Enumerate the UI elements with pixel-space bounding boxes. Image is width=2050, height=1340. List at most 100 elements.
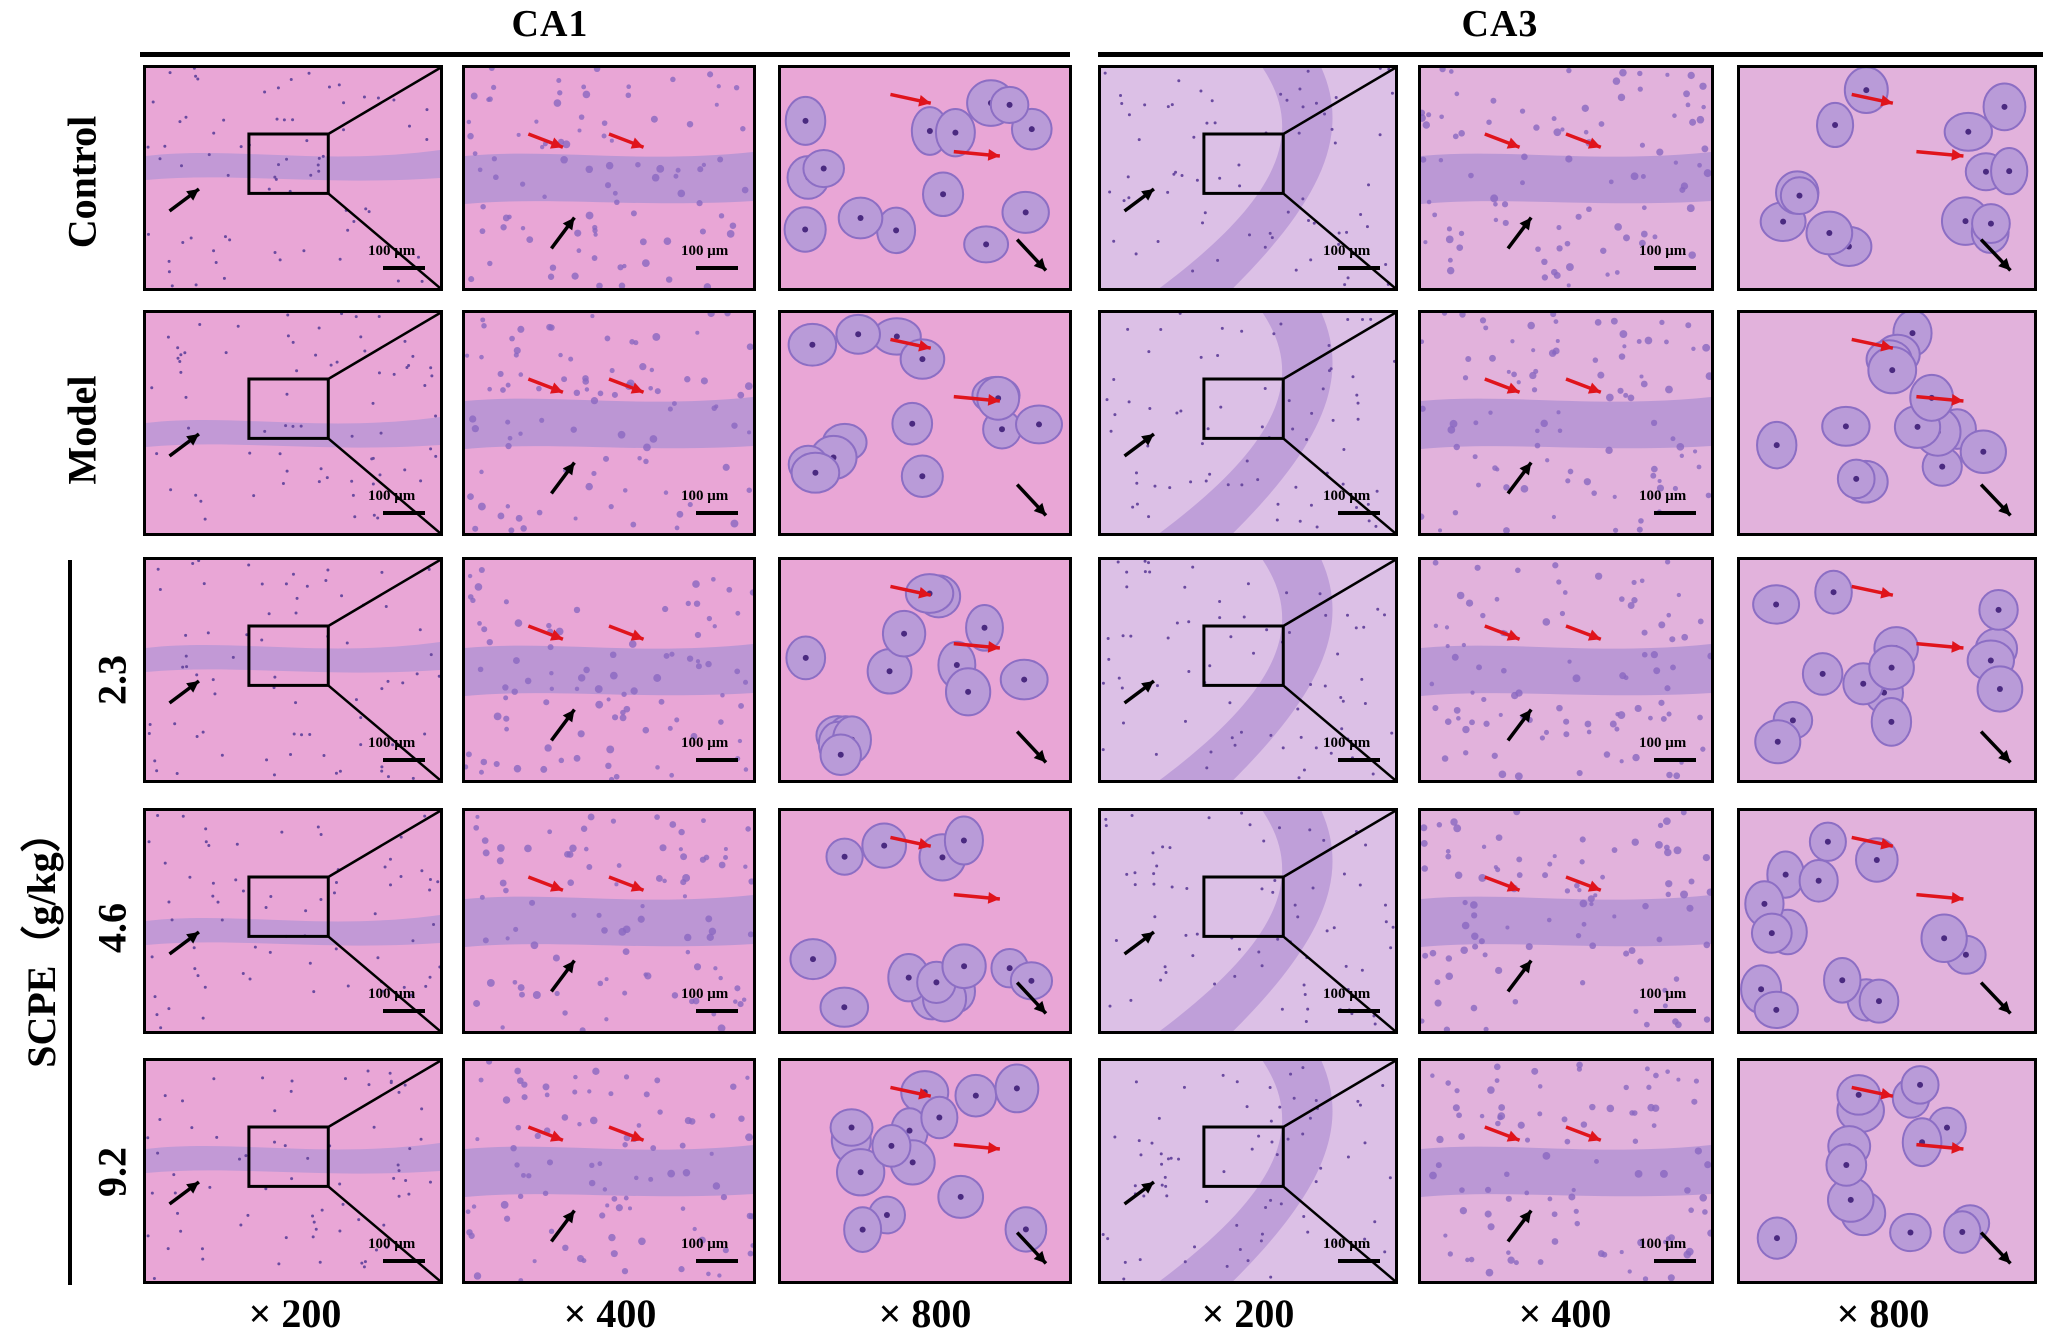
red-arrow bbox=[608, 377, 645, 394]
micrograph-ca1-row5-mag1 bbox=[462, 1058, 756, 1284]
row-label-model: Model bbox=[59, 375, 105, 485]
scale-bar bbox=[1654, 1009, 1696, 1013]
micrograph-ca3-row3-mag1 bbox=[1418, 557, 1714, 783]
black-arrow bbox=[1123, 187, 1155, 213]
red-arrow bbox=[1916, 1142, 1964, 1154]
region-underline-ca1 bbox=[140, 52, 1070, 57]
black-arrow bbox=[1506, 1209, 1533, 1243]
red-arrow bbox=[1484, 132, 1521, 149]
micrograph-ca1-row1-mag2 bbox=[778, 65, 1072, 291]
zoom-inset-box bbox=[247, 875, 330, 938]
red-arrow bbox=[1916, 892, 1964, 904]
zoom-guide-line bbox=[327, 1185, 440, 1281]
red-arrow bbox=[527, 875, 564, 892]
micrograph-ca3-row4-mag2 bbox=[1737, 808, 2037, 1034]
scale-bar-label: 100 μm bbox=[681, 735, 729, 751]
micrograph-ca1-row5-mag0 bbox=[143, 1058, 443, 1284]
zoom-guide-line bbox=[327, 935, 440, 1031]
red-arrow bbox=[890, 92, 932, 107]
black-arrow bbox=[168, 187, 200, 213]
red-arrow bbox=[527, 377, 564, 394]
scale-bar-label: 100 μm bbox=[1639, 1236, 1687, 1252]
zoom-guide-line bbox=[1282, 313, 1395, 381]
zoom-inset-box bbox=[1202, 875, 1285, 938]
red-arrow bbox=[890, 584, 932, 599]
micrograph-ca1-row4-mag1 bbox=[462, 808, 756, 1034]
scale-bar-label: 100 μm bbox=[681, 488, 729, 504]
zoom-guide-line bbox=[1282, 1185, 1395, 1281]
group-label-scpe: SCPE（g/kg） bbox=[19, 812, 64, 1068]
scale-bar-label: 100 μm bbox=[368, 986, 416, 1002]
zoom-guide-line bbox=[1282, 192, 1395, 288]
red-arrow bbox=[953, 149, 1001, 161]
micrograph-ca1-row5-mag2 bbox=[778, 1058, 1072, 1284]
micrograph-ca1-row2-mag1 bbox=[462, 310, 756, 536]
red-arrow bbox=[608, 1125, 645, 1142]
black-arrow bbox=[1015, 483, 1048, 517]
scale-bar bbox=[1654, 758, 1696, 762]
black-arrow bbox=[1979, 981, 2012, 1015]
scale-bar bbox=[696, 1259, 738, 1263]
red-arrow bbox=[527, 132, 564, 149]
scale-bar bbox=[696, 1009, 738, 1013]
scale-bar-label: 100 μm bbox=[1639, 243, 1687, 259]
zoom-guide-line bbox=[1282, 935, 1395, 1031]
scale-bar-label: 100 μm bbox=[368, 1236, 416, 1252]
scale-bar-label: 100 μm bbox=[681, 1236, 729, 1252]
zoom-guide-line bbox=[327, 811, 440, 879]
row-label-control: Control bbox=[59, 115, 105, 249]
scale-bar-label: 100 μm bbox=[681, 986, 729, 1002]
micrograph-ca3-row3-mag0 bbox=[1098, 557, 1398, 783]
black-arrow bbox=[1015, 238, 1048, 272]
micrograph-ca1-row2-mag2 bbox=[778, 310, 1072, 536]
scale-bar bbox=[696, 511, 738, 515]
group-bracket-line bbox=[68, 560, 72, 1285]
scale-bar bbox=[696, 266, 738, 270]
scale-bar-label: 100 μm bbox=[1323, 1236, 1371, 1252]
red-arrow bbox=[1565, 1125, 1602, 1142]
red-arrow bbox=[608, 132, 645, 149]
red-arrow bbox=[1484, 624, 1521, 641]
micrograph-ca1-row2-mag0 bbox=[143, 310, 443, 536]
red-arrow bbox=[953, 1142, 1001, 1154]
micrograph-ca3-row4-mag0 bbox=[1098, 808, 1398, 1034]
red-arrow bbox=[527, 1125, 564, 1142]
zoom-inset-box bbox=[247, 624, 330, 687]
zoom-inset-box bbox=[1202, 624, 1285, 687]
micrograph-ca3-row5-mag2 bbox=[1737, 1058, 2037, 1284]
micrograph-ca3-row2-mag0 bbox=[1098, 310, 1398, 536]
mag-label-ca1-200: × 200 bbox=[248, 1291, 342, 1336]
black-arrow bbox=[1979, 483, 2012, 517]
black-arrow bbox=[549, 461, 576, 495]
black-arrow bbox=[1123, 432, 1155, 458]
red-arrow bbox=[1916, 394, 1964, 406]
zoom-guide-line bbox=[1282, 560, 1395, 628]
row-label-dose-9-2: 9.2 bbox=[89, 1147, 135, 1197]
region-underline-ca3 bbox=[1098, 52, 2043, 57]
zoom-guide-line bbox=[327, 192, 440, 288]
zoom-inset-box bbox=[247, 1125, 330, 1188]
black-arrow bbox=[1506, 461, 1533, 495]
scale-bar bbox=[696, 758, 738, 762]
red-arrow bbox=[1851, 92, 1894, 107]
red-arrow bbox=[890, 337, 932, 352]
red-arrow bbox=[1484, 1125, 1521, 1142]
micrograph-ca1-row1-mag0 bbox=[143, 65, 443, 291]
scale-bar bbox=[383, 266, 425, 270]
black-arrow bbox=[1506, 708, 1533, 742]
scale-bar-label: 100 μm bbox=[1323, 735, 1371, 751]
red-arrow bbox=[1851, 584, 1894, 599]
region-title-ca1: CA1 bbox=[511, 3, 589, 45]
scale-bar bbox=[1338, 1009, 1380, 1013]
red-arrow bbox=[1565, 875, 1602, 892]
red-arrow bbox=[1565, 624, 1602, 641]
zoom-guide-line bbox=[1282, 811, 1395, 879]
micrograph-ca3-row1-mag2 bbox=[1737, 65, 2037, 291]
black-arrow bbox=[168, 1180, 200, 1206]
scale-bar bbox=[1338, 511, 1380, 515]
black-arrow bbox=[1506, 959, 1533, 993]
micrograph-ca3-row5-mag0 bbox=[1098, 1058, 1398, 1284]
black-arrow bbox=[549, 959, 576, 993]
black-arrow bbox=[1015, 1231, 1048, 1265]
zoom-guide-line bbox=[1282, 684, 1395, 780]
